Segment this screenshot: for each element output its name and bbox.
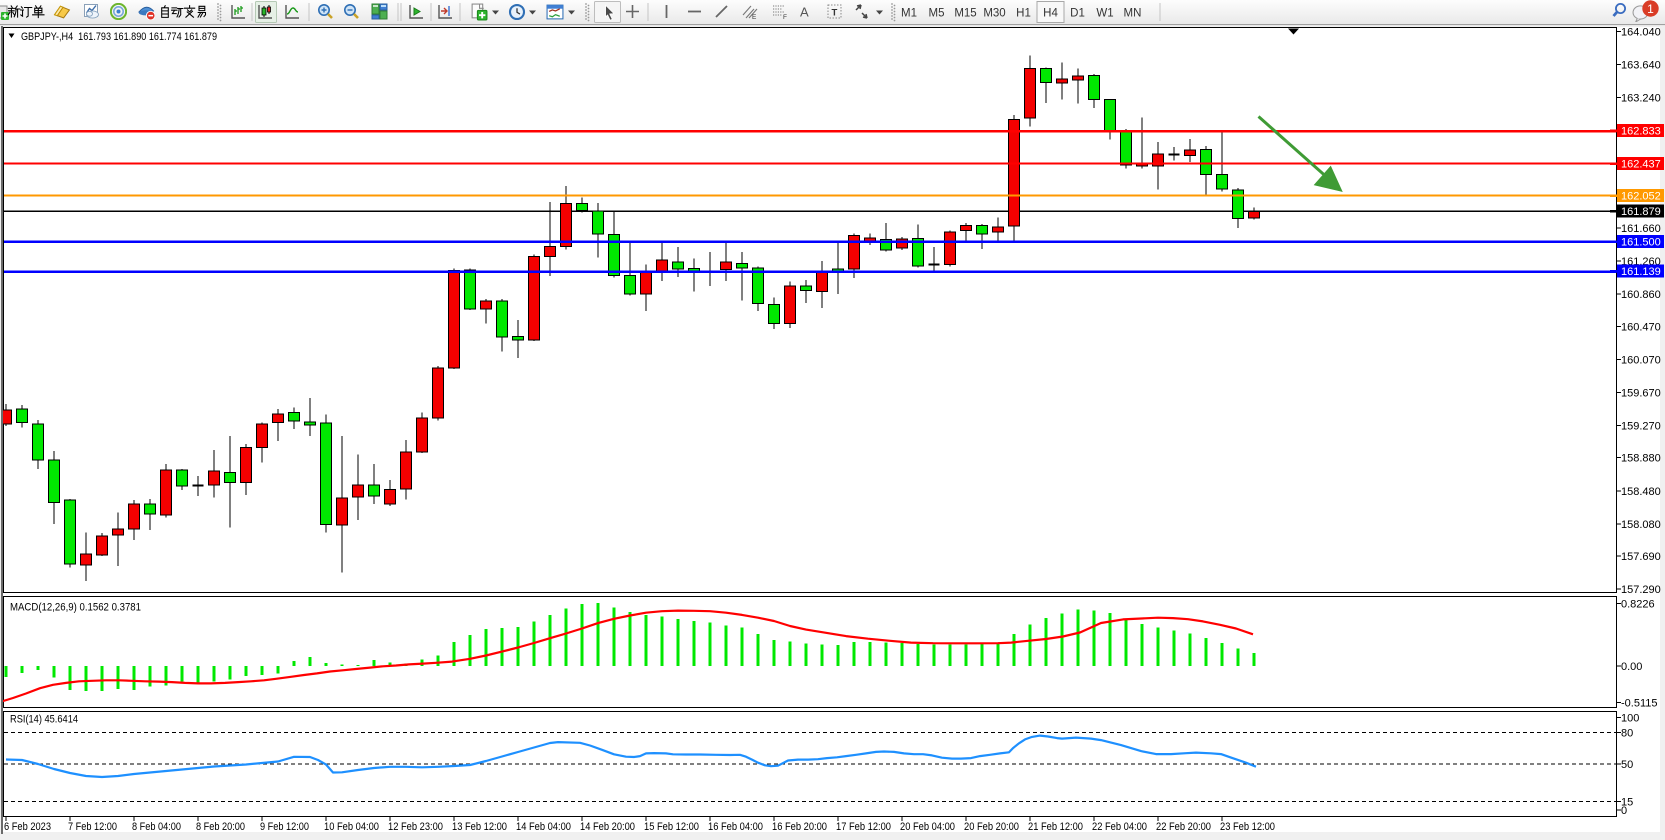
svg-text:MACD(12,26,9) 0.1562 0.3781: MACD(12,26,9) 0.1562 0.3781 [10,602,141,614]
svg-text:14 Feb 04:00: 14 Feb 04:00 [516,821,571,833]
svg-text:161.500: 161.500 [1621,237,1661,249]
svg-text:160.860: 160.860 [1621,289,1661,301]
svg-text:MN: MN [1124,8,1142,20]
svg-text:8 Feb 04:00: 8 Feb 04:00 [132,821,181,833]
svg-text:162.437: 162.437 [1621,159,1661,171]
svg-text:M1: M1 [901,8,917,20]
svg-text:23 Feb 12:00: 23 Feb 12:00 [1220,821,1275,833]
svg-text:163.240: 163.240 [1621,93,1661,105]
svg-text:160.070: 160.070 [1621,354,1661,366]
svg-text:21 Feb 12:00: 21 Feb 12:00 [1028,821,1083,833]
svg-text:F: F [783,14,787,21]
svg-text:157.690: 157.690 [1621,551,1661,563]
svg-text:15: 15 [1621,796,1633,808]
svg-text:22 Feb 20:00: 22 Feb 20:00 [1156,821,1211,833]
svg-text:-0.5115: -0.5115 [1621,698,1658,710]
svg-text:A: A [800,5,809,20]
svg-text:16 Feb 20:00: 16 Feb 20:00 [772,821,827,833]
svg-text:8 Feb 20:00: 8 Feb 20:00 [196,821,245,833]
svg-text:M5: M5 [929,8,945,20]
svg-text:162.052: 162.052 [1621,191,1661,203]
svg-text:22 Feb 04:00: 22 Feb 04:00 [1092,821,1147,833]
svg-text:H1: H1 [1016,8,1031,20]
svg-text:158.880: 158.880 [1621,453,1661,465]
svg-text:164.040: 164.040 [1621,27,1661,39]
svg-text:157.290: 157.290 [1621,584,1661,596]
svg-text:50: 50 [1621,759,1633,771]
svg-text:161.660: 161.660 [1621,223,1661,235]
svg-text:16 Feb 04:00: 16 Feb 04:00 [708,821,763,833]
svg-text:RSI(14) 45.6414: RSI(14) 45.6414 [10,714,78,726]
svg-text:1: 1 [1647,2,1654,16]
svg-text:100: 100 [1621,713,1639,725]
svg-text:160.470: 160.470 [1621,321,1661,333]
svg-text:GBPJPY-,H4 161.793 161.890 16: GBPJPY-,H4 161.793 161.890 161.774 161.8… [21,31,217,43]
svg-text:163.640: 163.640 [1621,60,1661,72]
svg-text:0.8226: 0.8226 [1621,598,1655,610]
svg-text:159.270: 159.270 [1621,421,1661,433]
svg-text:15 Feb 12:00: 15 Feb 12:00 [644,821,699,833]
svg-text:17 Feb 12:00: 17 Feb 12:00 [836,821,891,833]
svg-text:158.480: 158.480 [1621,486,1661,498]
svg-text:20 Feb 20:00: 20 Feb 20:00 [964,821,1019,833]
svg-text:M15: M15 [954,8,976,20]
svg-text:158.080: 158.080 [1621,519,1661,531]
svg-text:W1: W1 [1096,8,1113,20]
svg-text:T: T [832,8,838,19]
svg-text:162.833: 162.833 [1621,126,1661,138]
svg-text:159.670: 159.670 [1621,387,1661,399]
svg-text:14 Feb 20:00: 14 Feb 20:00 [580,821,635,833]
svg-text:13 Feb 12:00: 13 Feb 12:00 [452,821,507,833]
svg-text:6 Feb 2023: 6 Feb 2023 [4,821,51,833]
svg-text:7 Feb 12:00: 7 Feb 12:00 [68,821,117,833]
svg-text:80: 80 [1621,728,1633,740]
svg-text:H4: H4 [1043,8,1058,20]
svg-text:161.139: 161.139 [1621,266,1661,278]
svg-text:D1: D1 [1070,8,1085,20]
svg-text:161.879: 161.879 [1621,206,1661,218]
svg-text:0: 0 [1621,805,1627,817]
svg-text:M30: M30 [983,8,1005,20]
svg-text:12 Feb 23:00: 12 Feb 23:00 [388,821,443,833]
svg-text:20 Feb 04:00: 20 Feb 04:00 [900,821,955,833]
svg-text:E: E [752,14,757,21]
svg-text:10 Feb 04:00: 10 Feb 04:00 [324,821,379,833]
svg-text:9 Feb 12:00: 9 Feb 12:00 [260,821,309,833]
svg-text:0.00: 0.00 [1621,661,1642,673]
